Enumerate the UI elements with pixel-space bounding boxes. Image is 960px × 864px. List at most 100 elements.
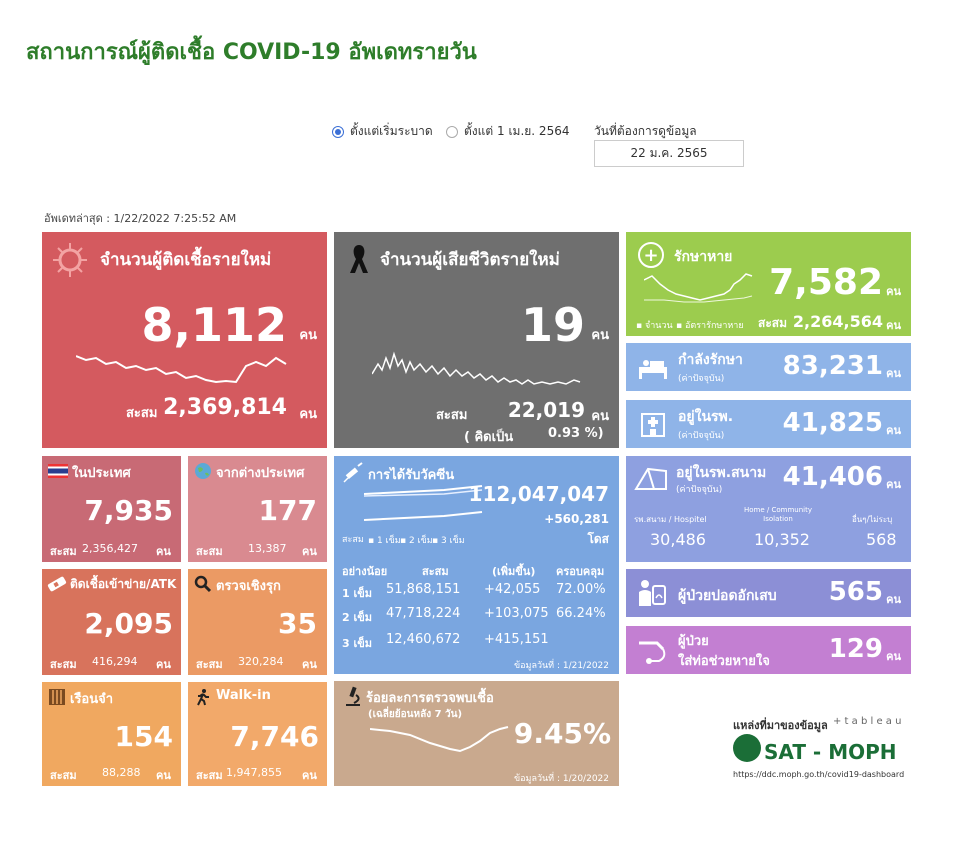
hospital-card: อยู่ในรพ. (ค่าปัจจุบัน) 41,825 คน xyxy=(626,400,911,448)
new-cases-sparkline xyxy=(76,355,287,384)
moph-logo-text: SAT - MOPH xyxy=(764,740,897,764)
domestic-card: ในประเทศ 7,935 สะสม 2,356,427 คน xyxy=(42,456,181,562)
prison-total-unit: คน xyxy=(156,769,171,782)
source-url[interactable]: https://ddc.moph.go.th/covid19-dashboard xyxy=(733,770,905,779)
field-hospital-card: อยู่ในรพ.สนาม (ค่าปัจจุบัน) 41,406 คน รพ… xyxy=(626,456,911,562)
recovered-label: รักษาหาย xyxy=(674,249,733,265)
new-deaths-unit: คน xyxy=(591,328,609,343)
walkin-total-label: สะสม xyxy=(196,769,223,782)
radio-since-april-label: ตั้งแต่ 1 เม.ย. 2564 xyxy=(464,124,570,138)
pneumonia-card: ผู้ป่วยปอดอักเสบ 565 คน xyxy=(626,569,911,617)
vaccine-unit: โดส xyxy=(587,532,609,546)
atk-label: ติดเชื้อเข้าข่าย/ATK xyxy=(70,577,177,591)
radio-since-april[interactable]: ตั้งแต่ 1 เม.ย. 2564 xyxy=(446,122,569,141)
field-hospital-col3-value: 568 xyxy=(866,530,897,549)
domestic-value: 7,935 xyxy=(84,494,173,527)
proactive-total: 320,284 xyxy=(238,655,284,668)
proactive-total-unit: คน xyxy=(302,658,317,671)
virus-icon xyxy=(50,240,90,280)
vaccine-legend-2: ▪ 2 เข็ม xyxy=(400,536,433,546)
date-input[interactable]: 22 ม.ค. 2565 xyxy=(594,140,744,167)
walking-person-icon xyxy=(194,688,212,706)
prison-total: 88,288 xyxy=(102,766,141,779)
field-hospital-sub: (ค่าปัจจุบัน) xyxy=(676,485,723,495)
radio-unselected-icon[interactable] xyxy=(446,125,458,138)
new-deaths-sparkline xyxy=(372,351,581,385)
magnifier-icon xyxy=(194,575,212,593)
vaccine-card: การได้รับวัคซีน 112,047,047 +560,281 สะส… xyxy=(334,456,619,674)
treating-card: กำลังรักษา (ค่าปัจจุบัน) 83,231 คน xyxy=(626,343,911,391)
new-cases-unit: คน xyxy=(299,328,317,343)
syringe-icon xyxy=(342,462,364,484)
prison-total-label: สะสม xyxy=(50,769,77,782)
atk-total: 416,294 xyxy=(92,655,138,668)
abroad-total-label: สะสม xyxy=(196,545,223,558)
abroad-label: จากต่างประเทศ xyxy=(216,466,305,481)
abroad-total-unit: คน xyxy=(302,545,317,558)
recovered-total-unit: คน xyxy=(886,319,901,332)
pneumonia-label: ผู้ป่วยปอดอักเสบ xyxy=(678,588,777,604)
positivity-footnote: ข้อมูลวันที่ : 1/20/2022 xyxy=(513,774,609,784)
proactive-label: ตรวจเชิงรุก xyxy=(216,579,281,594)
vaccine-added: +560,281 xyxy=(544,512,609,526)
positivity-sub: (เฉลี่ยย้อนหลัง 7 วัน) xyxy=(368,709,463,720)
proactive-value: 35 xyxy=(278,607,317,640)
atk-total-label: สะสม xyxy=(50,658,77,671)
domestic-label: ในประเทศ xyxy=(72,466,131,481)
new-deaths-pct-label: ( คิดเป็น xyxy=(464,430,514,445)
abroad-total: 13,387 xyxy=(248,542,287,555)
hospital-value: 41,825 xyxy=(782,408,883,438)
atk-card: ติดเชื้อเข้าข่าย/ATK 2,095 สะสม 416,294 … xyxy=(42,569,181,675)
page-title: สถานการณ์ผู้ติดเชื้อ COVID-19 อัพเดทรายว… xyxy=(26,40,477,65)
new-cases-total-unit: คน xyxy=(299,407,317,422)
positivity-value: 9.45% xyxy=(513,717,611,750)
ventilator-value: 129 xyxy=(828,634,883,664)
tableau-logo: + t a b l e a u xyxy=(833,716,902,727)
atk-total-unit: คน xyxy=(156,658,171,671)
vaccine-row1-total: 51,868,151 xyxy=(386,582,461,597)
treating-value: 83,231 xyxy=(782,351,883,381)
atk-value: 2,095 xyxy=(84,607,173,640)
hospital-building-icon xyxy=(636,408,670,440)
recovered-legend-rate: ▪ อัตรารักษาหาย xyxy=(676,321,744,331)
moph-seal-icon xyxy=(733,734,761,762)
radio-since-start[interactable]: ตั้งแต่เริ่มระบาด xyxy=(332,122,433,141)
walkin-total: 1,947,855 xyxy=(226,766,282,779)
field-hospital-col3-label: อื่นๆ/ไม่ระบุ xyxy=(852,515,893,524)
radio-selected-icon[interactable] xyxy=(332,125,344,138)
vaccine-total: 112,047,047 xyxy=(468,482,609,506)
globe-icon xyxy=(194,462,212,480)
field-hospital-value: 41,406 xyxy=(782,462,883,492)
vaccine-row3-total: 12,460,672 xyxy=(386,632,461,647)
vaccine-sparkline xyxy=(364,485,483,521)
proactive-total-label: สะสม xyxy=(196,658,223,671)
ribbon-icon xyxy=(346,242,372,276)
plus-icon: + xyxy=(638,242,664,268)
vaccine-row2-dose: 2 เข็ม xyxy=(342,611,373,624)
vaccine-row2-added: +103,075 xyxy=(484,606,549,621)
field-hospital-col2-label: Home / Community Isolation xyxy=(744,506,812,523)
ventilator-icon xyxy=(636,634,668,666)
new-deaths-label: จำนวนผู้เสียชีวิตรายใหม่ xyxy=(380,250,560,270)
vaccine-row1-dose: 1 เข็ม xyxy=(342,587,373,600)
recovered-card: + รักษาหาย 7,582 คน ▪ จำนวน ▪ อัตรารักษา… xyxy=(626,232,911,336)
hospital-label: อยู่ในรพ. xyxy=(678,409,734,425)
ventilator-label-1: ผู้ป่วย xyxy=(678,634,709,649)
walkin-value: 7,746 xyxy=(230,720,319,753)
vaccine-row2-total: 47,718,224 xyxy=(386,606,461,621)
tent-icon xyxy=(634,464,668,492)
vaccine-row3-added: +415,151 xyxy=(484,632,549,647)
treating-label: กำลังรักษา xyxy=(678,352,743,368)
pneumonia-value: 565 xyxy=(828,577,883,607)
recovered-total-label: สะสม xyxy=(758,316,788,330)
prison-icon xyxy=(48,688,66,706)
vaccine-label: การได้รับวัคซีน xyxy=(368,468,455,483)
new-deaths-total: 22,019 xyxy=(507,398,585,422)
new-deaths-card: จำนวนผู้เสียชีวิตรายใหม่ 19 คน สะสม 22,0… xyxy=(334,232,619,448)
walkin-card: Walk-in 7,746 สะสม 1,947,855 คน xyxy=(188,682,327,786)
field-hospital-col1-value: 30,486 xyxy=(650,530,706,549)
prison-value: 154 xyxy=(114,720,173,753)
hospital-sub: (ค่าปัจจุบัน) xyxy=(678,431,725,441)
new-cases-value: 8,112 xyxy=(141,298,287,352)
new-deaths-total-unit: คน xyxy=(591,409,609,424)
